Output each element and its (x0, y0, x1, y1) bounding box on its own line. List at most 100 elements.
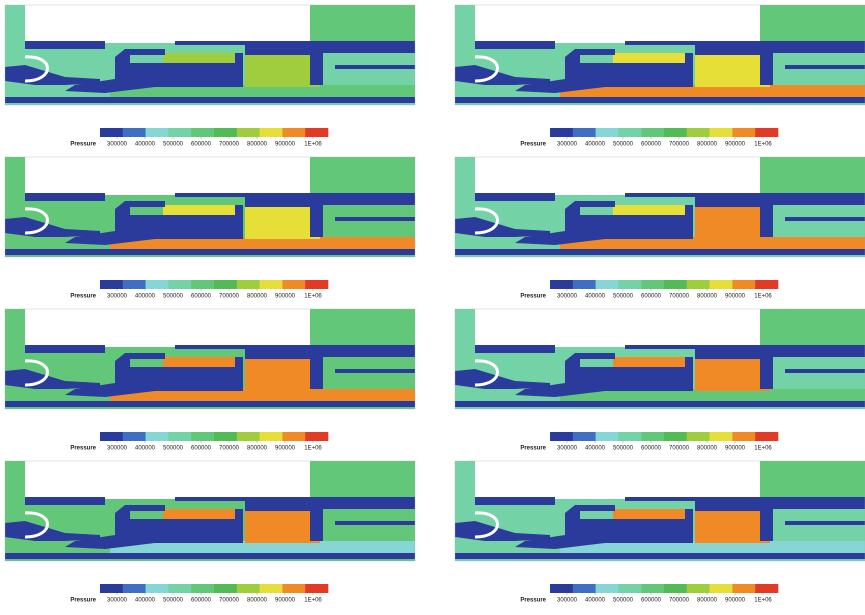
colorbar-swatch (305, 584, 328, 593)
outer-region (760, 461, 865, 497)
colorbar-tick-label: 600000 (191, 294, 212, 300)
colorbar-swatch (573, 432, 596, 441)
contour-panel (455, 309, 865, 409)
colorbar-swatch (123, 280, 146, 289)
colorbar-swatch (550, 128, 573, 137)
colorbar-swatch (596, 584, 619, 593)
colorbar-swatch (732, 280, 755, 289)
colorbar-swatch (687, 280, 710, 289)
colorbar-tick-label: 300000 (557, 142, 578, 148)
colorbar-tick-label: 900000 (725, 598, 746, 604)
colorbar-tick-label: 900000 (275, 142, 296, 148)
colorbar-swatch (618, 280, 641, 289)
colorbar-tick-label: 300000 (107, 294, 128, 300)
solid-part (25, 345, 105, 353)
colorbar-swatch (237, 280, 260, 289)
colorbar-tick-label: 800000 (247, 446, 268, 452)
colorbar-title: Pressure (520, 598, 546, 604)
colorbar-title: Pressure (70, 294, 96, 300)
colorbar-swatch (305, 128, 328, 137)
contour-panel (5, 461, 415, 561)
colorbar-tick-label: 800000 (697, 142, 718, 148)
colorbar-swatch (214, 128, 237, 137)
colorbar-tick-label: 1E+06 (304, 294, 322, 300)
colorbar-swatch (664, 280, 687, 289)
colorbar-swatch (550, 584, 573, 593)
solid-part (785, 217, 865, 221)
colorbar-tick-label: 400000 (585, 294, 606, 300)
outer-region (760, 157, 865, 193)
blank-region (475, 461, 760, 499)
colorbar-swatch (282, 584, 305, 593)
colorbar-tick-label: 500000 (613, 446, 634, 452)
colorbar-swatch (710, 584, 733, 593)
solid-part (335, 65, 415, 69)
colorbar-tick-label: 400000 (135, 142, 156, 148)
colorbar-tick-label: 800000 (697, 294, 718, 300)
colorbar-swatch (732, 128, 755, 137)
colorbar-tick-label: 1E+06 (754, 142, 772, 148)
colorbar-swatch (214, 584, 237, 593)
colorbar-swatch (191, 280, 214, 289)
solid-part (335, 217, 415, 221)
colorbar-tick-label: 600000 (191, 446, 212, 452)
colorbar-tick-label: 800000 (247, 142, 268, 148)
colorbar-swatch (596, 432, 619, 441)
colorbar-tick-label: 300000 (557, 446, 578, 452)
colorbar-tick-label: 300000 (107, 598, 128, 604)
colorbar-swatch (123, 128, 146, 137)
contour-panel (455, 157, 865, 257)
colorbar-tick-label: 1E+06 (304, 446, 322, 452)
colorbar-swatch (260, 432, 283, 441)
solid-part (785, 65, 865, 69)
outer-region (310, 309, 415, 345)
colorbar-tick-label: 900000 (275, 446, 296, 452)
blank-region (475, 309, 760, 347)
colorbar-swatch (641, 432, 664, 441)
solid-part (5, 249, 415, 255)
colorbar-swatch (168, 280, 191, 289)
colorbar-tick-label: 400000 (135, 598, 156, 604)
colorbar-tick-label: 600000 (641, 294, 662, 300)
colorbar-swatch (596, 280, 619, 289)
colorbar-tick-label: 400000 (585, 598, 606, 604)
colorbar-swatch (305, 280, 328, 289)
colorbar-swatch (573, 584, 596, 593)
colorbar-swatch (214, 280, 237, 289)
colorbar-swatch (237, 128, 260, 137)
colorbar-swatch (100, 584, 123, 593)
colorbar-swatch (641, 584, 664, 593)
colorbar-tick-label: 500000 (163, 446, 184, 452)
colorbar-swatch (305, 432, 328, 441)
colorbar-swatch (191, 432, 214, 441)
colorbar-title: Pressure (70, 446, 96, 452)
colorbar-tick-label: 500000 (613, 294, 634, 300)
outer-region (310, 5, 415, 41)
colorbar-tick-label: 700000 (219, 294, 240, 300)
colorbar-swatch (100, 280, 123, 289)
colorbar-swatch (550, 280, 573, 289)
colorbar-swatch (732, 584, 755, 593)
colorbar-tick-label: 1E+06 (304, 598, 322, 604)
colorbar-tick-label: 300000 (107, 142, 128, 148)
blank-region (25, 309, 310, 347)
colorbar-tick-label: 500000 (613, 598, 634, 604)
colorbar-swatch (755, 280, 778, 289)
figure: Pressure 300000 400000 500000 600000 700000 80… (0, 0, 865, 615)
outer-region (310, 157, 415, 193)
colorbar-swatch (755, 584, 778, 593)
colorbar-tick-label: 600000 (641, 446, 662, 452)
outer-region (760, 309, 865, 345)
contour-panel (455, 5, 865, 105)
colorbar-tick-label: 1E+06 (754, 598, 772, 604)
solid-part (475, 193, 555, 201)
blank-region (25, 157, 310, 195)
colorbar-swatch (123, 432, 146, 441)
colorbar-tick-label: 300000 (107, 446, 128, 452)
solid-part (475, 497, 555, 505)
colorbar-swatch (168, 432, 191, 441)
solid-part (25, 193, 105, 201)
blank-region (25, 5, 310, 43)
colorbar-swatch (710, 432, 733, 441)
colorbar-tick-label: 700000 (669, 598, 690, 604)
